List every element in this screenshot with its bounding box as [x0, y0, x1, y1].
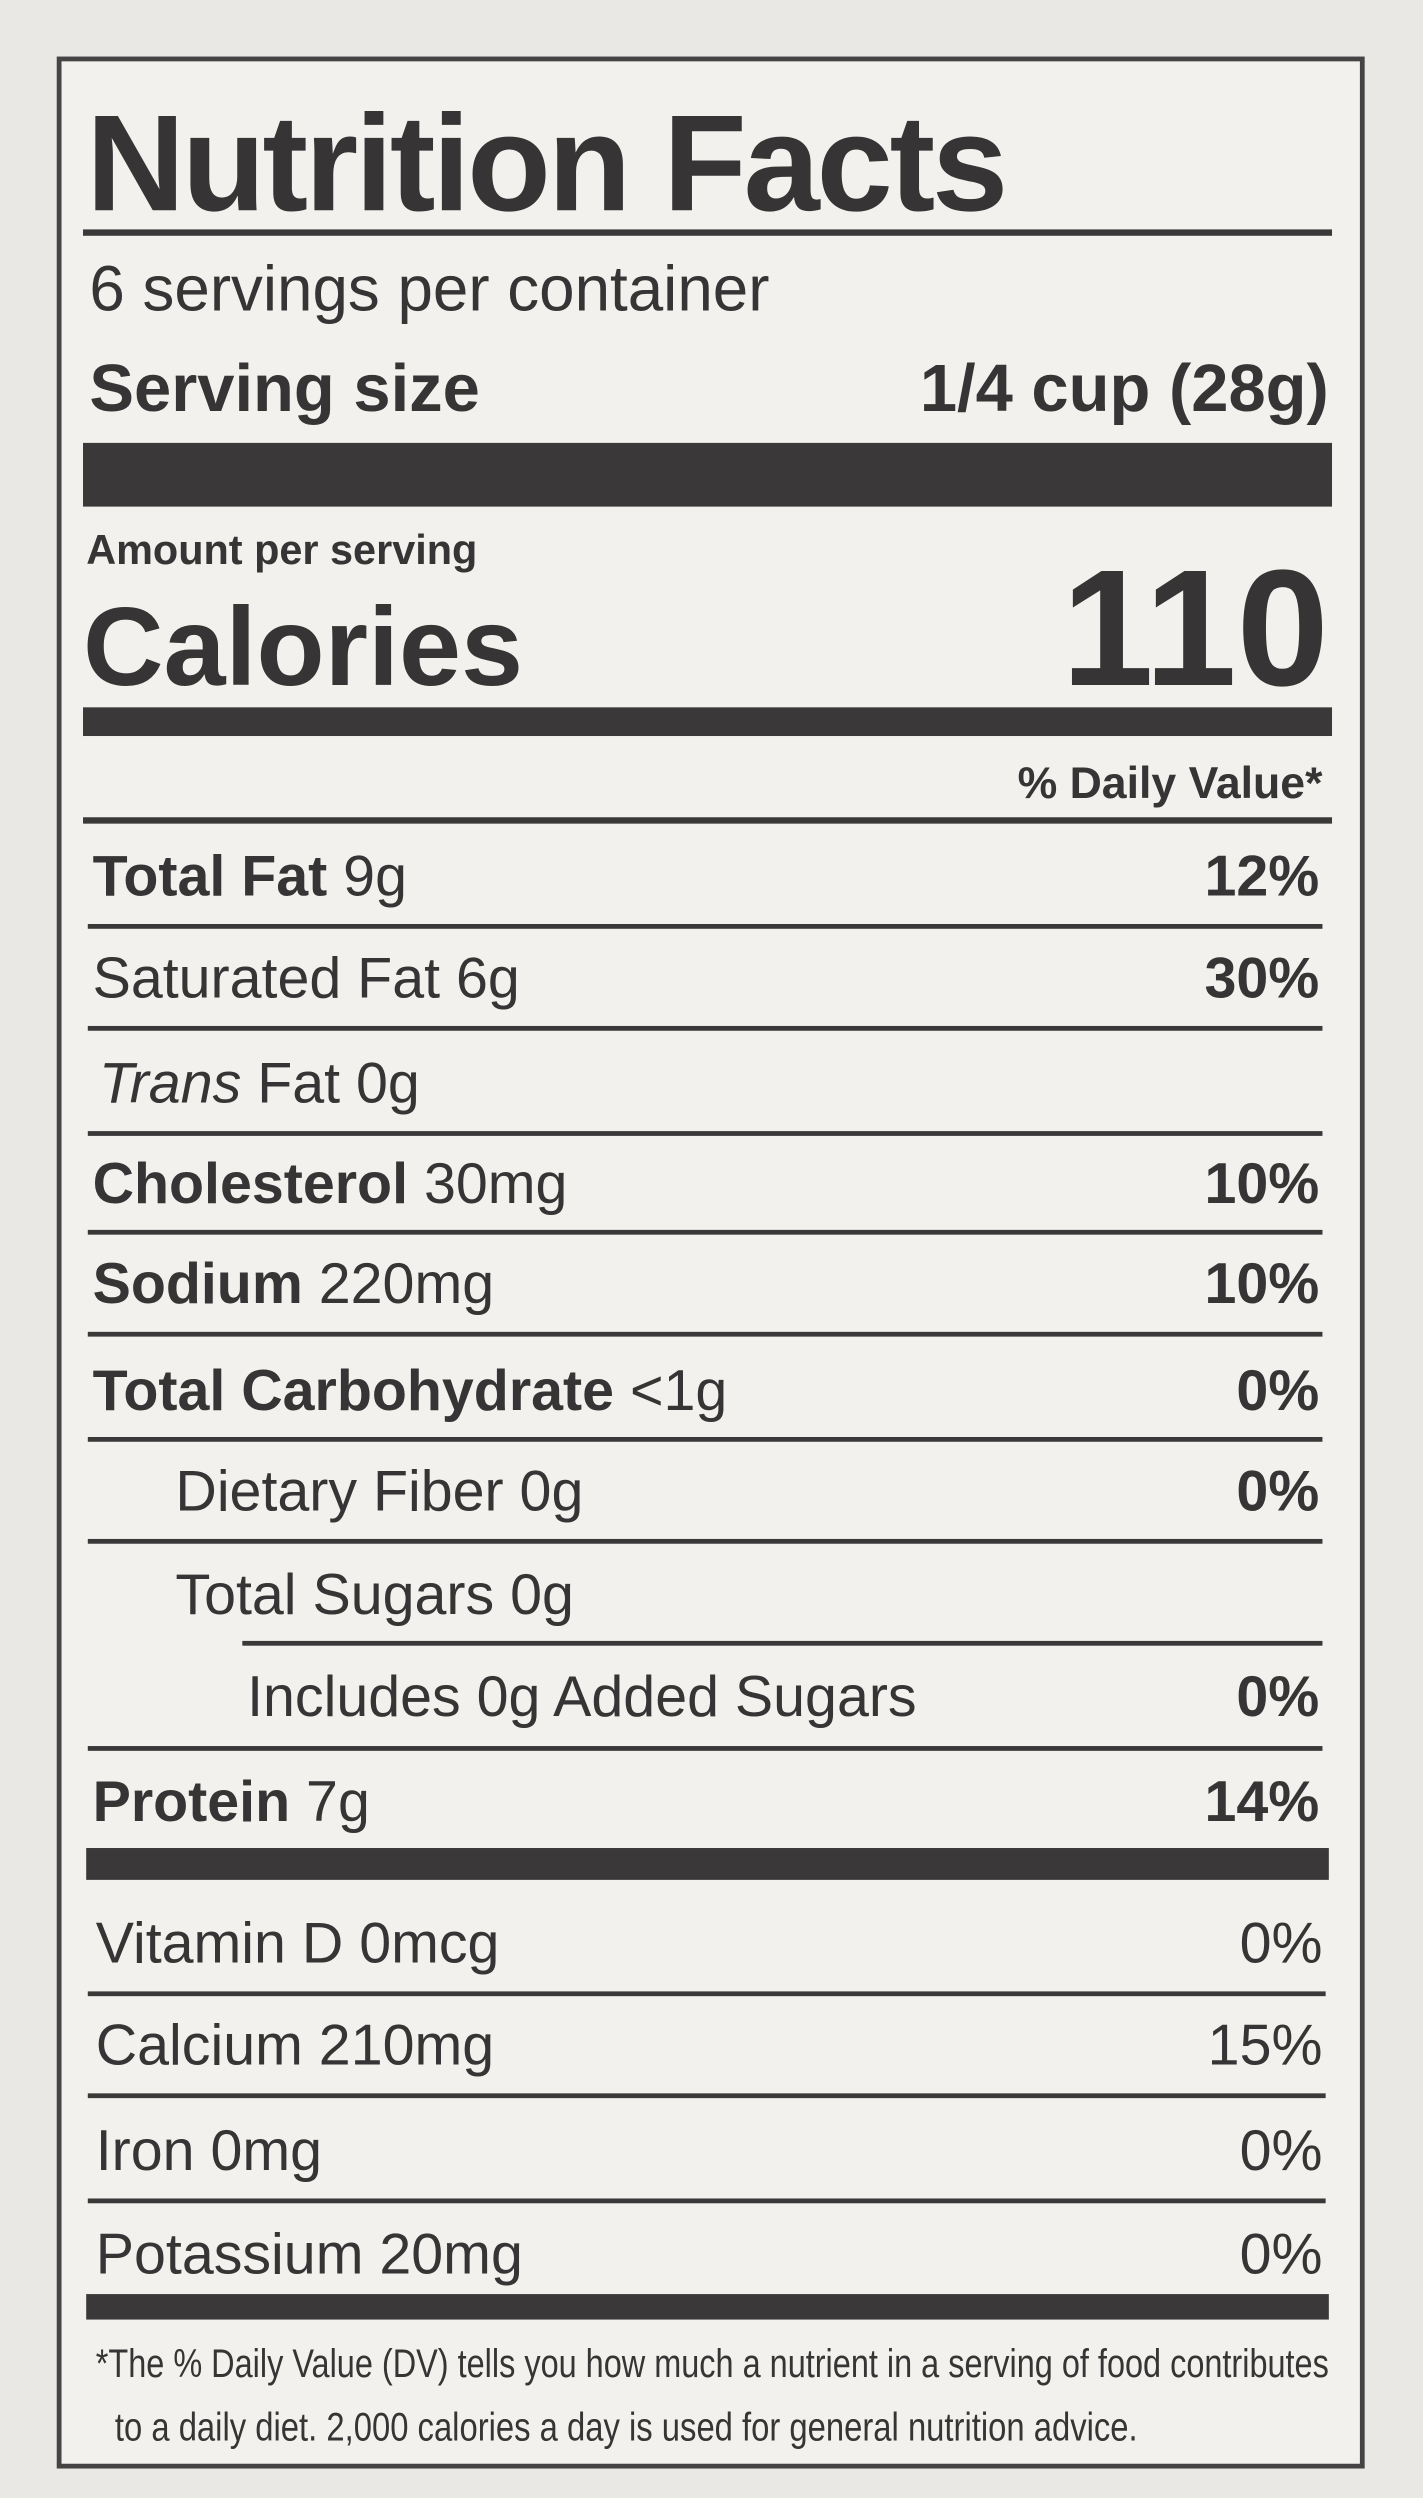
daily-value: 30%: [1204, 946, 1319, 1010]
nutrient-name: Includes 0g Added Sugars: [247, 1665, 917, 1729]
daily-value: 0%: [1236, 1359, 1319, 1423]
nutrient-row: Total Sugars 0g: [175, 1563, 573, 1627]
vitamin-name: Calcium 210mg: [96, 2014, 494, 2078]
nutrient-name: Saturated Fat 6g: [93, 946, 520, 1010]
rows: Total Fat 9g 12% Saturated Fat 6g 30% Trans …: [87, 844, 1329, 2450]
daily-value: 0%: [1240, 2222, 1323, 2286]
nutrient-row: Includes 0g Added Sugars: [247, 1665, 917, 1729]
daily-value: 0%: [1240, 2119, 1323, 2183]
nutrient-name: Total Carbohydrate: [93, 1359, 614, 1423]
vitamin-name: Vitamin D 0mcg: [96, 1912, 500, 1976]
daily-value: 0%: [1236, 1459, 1319, 1523]
daily-value: 10%: [1204, 1152, 1319, 1216]
nutrient-row: Saturated Fat 6g: [93, 946, 520, 1010]
nutrient-row: Trans Fat 0g: [99, 1051, 420, 1115]
nutrient-name: Total Fat: [93, 844, 328, 908]
rule: [83, 229, 1333, 236]
daily-value: 15%: [1208, 2014, 1323, 2078]
row-rule: [87, 2093, 1326, 2099]
row-rule: [87, 1746, 1323, 1751]
nutrient-name: Dietary Fiber 0g: [175, 1459, 583, 1523]
row-rule: [87, 1991, 1326, 1997]
row-rule: [87, 1538, 1323, 1544]
row-rule: [87, 1331, 1323, 1337]
nutrient-row: Protein 7g: [93, 1770, 370, 1834]
daily-value: 0%: [1240, 1912, 1323, 1976]
title: Nutrition Facts: [86, 87, 1005, 240]
dv-header: % Daily Value*: [1018, 759, 1324, 808]
servings: 6 servings per container: [89, 253, 769, 325]
amount-per-serving: Amount per serving: [86, 527, 477, 573]
rule: [83, 817, 1333, 824]
nutrient-row: Sodium 220mg: [93, 1252, 495, 1316]
medium-bar: [83, 707, 1333, 737]
serving-size-label: Serving size: [89, 351, 479, 426]
calories-label: Calories: [83, 584, 523, 709]
row-rule: [87, 1025, 1323, 1031]
nutrient-name: Total Sugars 0g: [175, 1563, 573, 1627]
calories-value: 110: [1062, 536, 1329, 721]
daily-value: 12%: [1204, 844, 1319, 908]
thick-bar: [86, 1848, 1329, 1880]
nutrient-amount: 30mg: [424, 1152, 567, 1216]
nutrient-amount: 7g: [306, 1770, 370, 1834]
row-rule: [87, 2198, 1326, 2204]
row-rule: [87, 924, 1323, 929]
daily-value: 14%: [1204, 1770, 1319, 1834]
nutrient-name: Cholesterol: [93, 1152, 408, 1216]
thick-bar: [83, 442, 1333, 507]
row-rule: [87, 1229, 1323, 1235]
nutrient-row: Dietary Fiber 0g: [175, 1459, 583, 1523]
nutrient-amount: <1g: [630, 1359, 727, 1423]
row-rule: [242, 1640, 1323, 1646]
nutrient-name: Trans: [99, 1051, 241, 1115]
vitamin-name: Iron 0mg: [96, 2119, 322, 2183]
nutrient-amount: 9g: [343, 844, 407, 908]
row-rule: [87, 1436, 1323, 1442]
medium-bar: [86, 2294, 1329, 2320]
daily-value: 10%: [1204, 1252, 1319, 1316]
nutrient-name: Protein: [93, 1770, 291, 1834]
serving-size-value: 1/4 cup (28g): [920, 351, 1329, 426]
nutrient-row: Total Fat 9g: [93, 844, 407, 908]
footnote: to a daily diet. 2,000 calories a day is…: [115, 2406, 1138, 2450]
daily-value: 0%: [1236, 1665, 1319, 1729]
footnote: *The % Daily Value (DV) tells you how mu…: [96, 2342, 1329, 2386]
row-rule: [87, 1131, 1323, 1136]
nutrient-row: Total Carbohydrate <1g: [93, 1359, 728, 1423]
vitamin-name: Potassium 20mg: [96, 2222, 523, 2286]
nutrient-amount: 220mg: [319, 1252, 494, 1316]
nutrient-row: Cholesterol 30mg: [93, 1152, 568, 1216]
nutrient-name: Sodium: [93, 1252, 303, 1316]
nutrient-amount: Fat 0g: [257, 1051, 420, 1115]
